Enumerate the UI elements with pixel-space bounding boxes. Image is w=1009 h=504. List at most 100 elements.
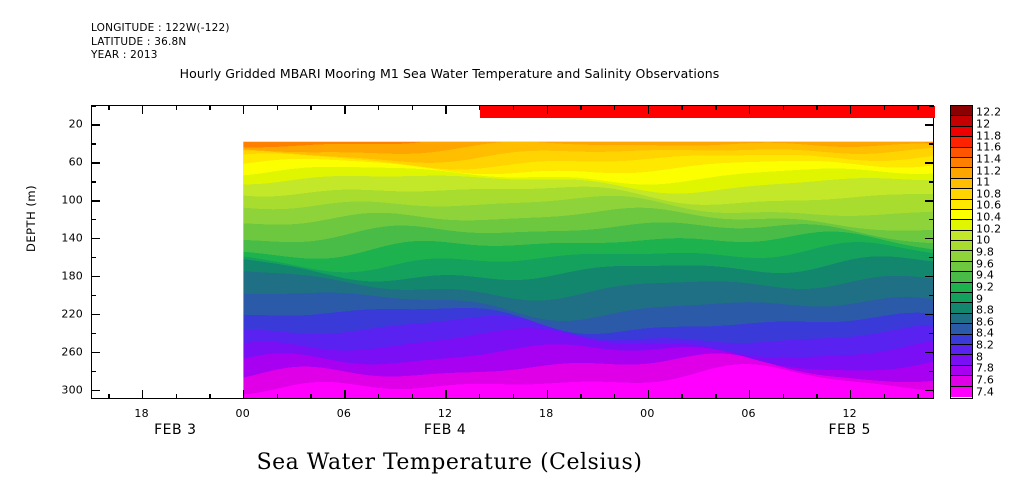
x-axis-tick-label: 00 bbox=[640, 407, 655, 420]
colorbar-swatch bbox=[951, 272, 972, 283]
x-axis-tick-label: 06 bbox=[336, 407, 352, 420]
x-axis-tick-top bbox=[647, 105, 650, 114]
colorbar-tick-label: 10.6 bbox=[976, 198, 1002, 212]
colorbar-swatch bbox=[951, 230, 972, 242]
colorbar-tick-label: 12 bbox=[976, 117, 991, 131]
colorbar-swatch bbox=[951, 261, 972, 273]
temperature-contour-field bbox=[92, 106, 933, 398]
y-axis-tick-label: 260 bbox=[61, 345, 83, 359]
contour-band bbox=[243, 141, 933, 148]
y-axis-tick bbox=[91, 389, 100, 392]
colorbar-tick-label: 8 bbox=[976, 350, 984, 364]
x-axis-tick-top bbox=[377, 105, 380, 110]
x-axis-tick bbox=[782, 394, 784, 399]
year-line: YEAR : 2013 bbox=[91, 49, 158, 61]
x-axis-tick bbox=[276, 394, 279, 399]
x-axis-tick bbox=[209, 394, 211, 399]
y-axis-tick-label: 20 bbox=[68, 117, 83, 131]
y-axis-tick-right bbox=[925, 276, 934, 278]
x-axis-tick bbox=[108, 394, 110, 399]
x-axis-tick-top bbox=[512, 105, 515, 110]
colorbar-swatch bbox=[951, 178, 972, 190]
x-axis-day-label: FEB 5 bbox=[828, 422, 871, 438]
x-axis-tick bbox=[647, 390, 650, 399]
colorbar-tick-label: 8.8 bbox=[976, 303, 995, 317]
y-axis-tick-label: 60 bbox=[68, 155, 83, 169]
colorbar-swatch bbox=[951, 344, 972, 356]
longitude-line: LONGITUDE : 122W(-122) bbox=[91, 22, 230, 34]
x-axis-tick bbox=[850, 390, 852, 399]
y-axis-tick bbox=[91, 276, 100, 278]
x-axis-tick-top bbox=[310, 105, 312, 110]
y-axis-tick-right bbox=[925, 162, 934, 164]
colorbar-swatch bbox=[951, 116, 972, 127]
y-axis-tick-label: 180 bbox=[61, 269, 83, 283]
x-axis-tick-top bbox=[344, 105, 346, 114]
colorbar-tick-label: 9 bbox=[976, 292, 984, 306]
colorbar-swatch bbox=[951, 365, 972, 377]
x-axis-tick-top bbox=[681, 105, 683, 110]
y-axis-tick-right bbox=[929, 181, 934, 183]
colorbar-swatch bbox=[951, 157, 972, 169]
x-axis-tick-top bbox=[479, 105, 481, 110]
x-axis-tick bbox=[344, 390, 346, 399]
x-axis-tick-label: 06 bbox=[741, 407, 756, 420]
y-axis-tick-right bbox=[925, 200, 934, 202]
colorbar-tick-label: 11.6 bbox=[976, 140, 1002, 154]
x-axis-tick-top bbox=[445, 105, 447, 114]
y-axis-tick-label: 140 bbox=[61, 231, 83, 245]
colorbar-tick-label: 11 bbox=[976, 175, 991, 189]
colorbar-tick-label: 10 bbox=[976, 233, 991, 247]
y-axis-tick bbox=[91, 219, 96, 221]
colorbar-swatch bbox=[951, 355, 972, 366]
x-axis-tick-top bbox=[883, 105, 886, 110]
y-axis-tick bbox=[91, 332, 96, 335]
colorbar-swatch bbox=[951, 251, 972, 262]
x-axis-tick-label: 12 bbox=[437, 407, 453, 420]
x-axis-tick bbox=[141, 390, 144, 399]
x-axis-tick bbox=[748, 390, 751, 399]
x-axis-tick-top bbox=[816, 105, 818, 110]
x-axis-tick bbox=[917, 394, 919, 399]
y-axis-tick-right bbox=[925, 124, 934, 126]
y-axis-tick bbox=[91, 294, 96, 297]
x-axis-tick bbox=[445, 390, 447, 399]
colorbar-tick-label: 8.6 bbox=[976, 315, 995, 329]
colorbar-tick-label: 7.8 bbox=[976, 361, 995, 375]
x-axis-tick bbox=[613, 394, 616, 399]
x-axis-tick-top bbox=[243, 105, 245, 114]
x-axis-tick-top bbox=[613, 105, 616, 110]
latitude-line: LATITUDE : 36.8N bbox=[91, 35, 187, 48]
colorbar-tick-label: 9.4 bbox=[976, 268, 995, 282]
colorbar-tick-label: 7.4 bbox=[976, 385, 995, 399]
x-axis-tick bbox=[243, 390, 245, 399]
y-axis-tick-right bbox=[929, 370, 934, 373]
y-axis-tick bbox=[91, 351, 100, 354]
x-axis-tick-label: 12 bbox=[842, 407, 857, 420]
y-axis-tick-label: 300 bbox=[61, 383, 83, 397]
y-axis-tick bbox=[91, 370, 96, 373]
colorbar-swatch bbox=[951, 293, 972, 304]
colorbar-swatch bbox=[951, 303, 972, 314]
x-axis-day-label: FEB 3 bbox=[154, 422, 197, 438]
chart-caption: Sea Water Temperature (Celsius) bbox=[256, 450, 643, 475]
y-axis-tick-right bbox=[929, 143, 934, 145]
colorbar-tick-label: 9.2 bbox=[976, 280, 995, 294]
colorbar-tick-label: 11.4 bbox=[976, 152, 1002, 166]
y-axis-tick bbox=[91, 124, 100, 126]
x-axis-day-label: FEB 4 bbox=[423, 422, 467, 438]
x-axis-tick bbox=[883, 394, 886, 399]
x-axis-tick-top bbox=[175, 105, 177, 110]
colorbar-swatch bbox=[951, 106, 972, 117]
colorbar bbox=[950, 105, 973, 399]
colorbar-tick-label: 9.6 bbox=[976, 257, 995, 271]
colorbar-swatch bbox=[951, 199, 972, 210]
contour-band bbox=[243, 141, 933, 154]
colorbar-swatch bbox=[951, 334, 972, 345]
x-axis-tick-top bbox=[917, 105, 919, 110]
chart-title: Hourly Gridded MBARI Mooring M1 Sea Wate… bbox=[179, 66, 720, 81]
x-axis-tick bbox=[816, 394, 818, 399]
colorbar-swatch bbox=[951, 313, 972, 325]
x-axis-tick bbox=[681, 394, 683, 399]
y-axis-tick-right bbox=[925, 389, 934, 392]
